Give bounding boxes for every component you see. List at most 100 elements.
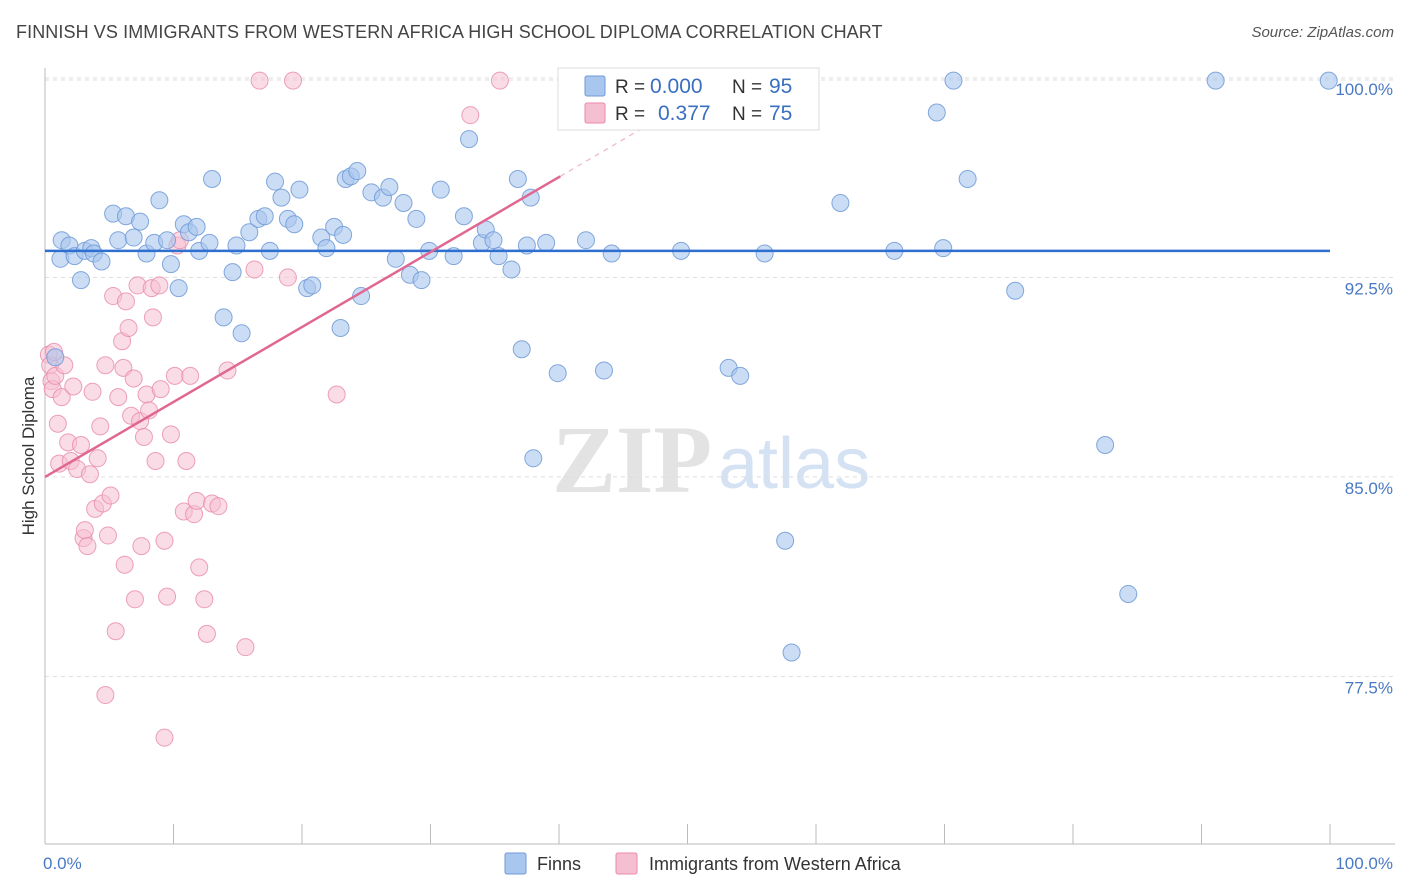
- y-axis-label: High School Diploma: [19, 376, 38, 535]
- data-point-western-africa: [250, 71, 269, 90]
- data-point-finns: [537, 233, 556, 252]
- data-point-western-africa: [75, 521, 94, 540]
- data-point-western-africa: [71, 436, 90, 455]
- data-point-western-africa: [284, 71, 303, 90]
- data-point-finns: [266, 172, 285, 191]
- data-point-western-africa: [80, 465, 99, 484]
- data-point-western-africa: [197, 624, 216, 643]
- watermark-zip: ZIP: [552, 406, 712, 513]
- data-point-finns: [303, 276, 322, 295]
- series-legend: Finns Immigrants from Western Africa: [504, 852, 902, 875]
- data-point-western-africa: [119, 318, 138, 337]
- data-point-finns: [731, 366, 750, 385]
- data-point-western-africa: [245, 260, 264, 279]
- data-point-finns: [782, 643, 801, 662]
- correlation-legend: R = 0.000 N = 95 R = 0.377 N = 75: [557, 67, 820, 131]
- data-point-finns: [1119, 584, 1138, 603]
- data-point-western-africa: [181, 366, 200, 385]
- data-point-finns: [290, 180, 309, 199]
- data-point-finns: [334, 225, 353, 244]
- data-point-finns: [394, 193, 413, 212]
- legend-swatch-western-africa: [584, 102, 606, 124]
- data-point-finns: [460, 130, 479, 149]
- data-point-finns: [161, 255, 180, 274]
- data-point-finns: [1006, 281, 1025, 300]
- series-western-africa-points: [39, 71, 509, 747]
- data-point-western-africa: [132, 537, 151, 556]
- data-point-finns: [576, 231, 595, 250]
- legend-n-label-finns: N =: [732, 77, 762, 98]
- data-point-western-africa: [96, 356, 115, 375]
- x-tick-labels: 0.0% 100.0%: [43, 854, 1393, 873]
- data-point-finns: [331, 318, 350, 337]
- data-point-finns: [232, 324, 251, 343]
- data-point-finns: [454, 207, 473, 226]
- series-finns-points: [46, 71, 1338, 662]
- data-point-finns: [431, 180, 450, 199]
- data-point-western-africa: [177, 451, 196, 470]
- data-point-western-africa: [143, 308, 162, 327]
- data-point-finns: [594, 361, 613, 380]
- data-point-finns: [1206, 71, 1225, 90]
- data-point-finns: [831, 193, 850, 212]
- legend-r-value-western-africa: 0.377: [658, 102, 711, 125]
- data-point-finns: [602, 244, 621, 263]
- data-point-finns: [776, 531, 795, 550]
- data-point-finns: [934, 239, 953, 258]
- x-tick-label: 0.0%: [43, 854, 82, 873]
- chart-title: FINNISH VS IMMIGRANTS FROM WESTERN AFRIC…: [16, 22, 883, 42]
- data-point-finns: [92, 252, 111, 271]
- data-point-finns: [150, 191, 169, 210]
- data-point-finns: [317, 239, 336, 258]
- data-point-finns: [386, 249, 405, 268]
- data-point-finns: [380, 177, 399, 196]
- data-point-finns: [944, 71, 963, 90]
- data-point-western-africa: [158, 587, 177, 606]
- data-point-western-africa: [115, 555, 134, 574]
- data-point-western-africa: [327, 385, 346, 404]
- source-credit: Source: ZipAtlas.com: [1251, 24, 1394, 41]
- data-point-western-africa: [98, 526, 117, 545]
- x-tick-label: 100.0%: [1335, 854, 1393, 873]
- data-point-western-africa: [187, 491, 206, 510]
- data-point-western-africa: [150, 276, 169, 295]
- data-point-finns: [484, 231, 503, 250]
- data-point-western-africa: [83, 382, 102, 401]
- legend-n-label-western-africa: N =: [732, 104, 762, 125]
- data-point-western-africa: [461, 106, 480, 125]
- data-point-western-africa: [195, 590, 214, 609]
- legend-r-label-finns: R =: [615, 77, 645, 98]
- data-point-finns: [348, 162, 367, 181]
- data-point-finns: [1319, 71, 1338, 90]
- legend-r-value-finns: 0.000: [650, 75, 703, 98]
- bottom-legend-swatch-finns: [504, 852, 527, 875]
- data-point-finns: [240, 223, 259, 242]
- data-point-western-africa: [96, 686, 115, 705]
- data-point-western-africa: [64, 377, 83, 396]
- data-point-finns: [200, 233, 219, 252]
- data-point-western-africa: [124, 369, 143, 388]
- y-tick-label: 92.5%: [1345, 279, 1393, 298]
- data-point-western-africa: [165, 366, 184, 385]
- data-point-western-africa: [134, 428, 153, 447]
- data-point-finns: [958, 170, 977, 189]
- data-point-finns: [508, 170, 527, 189]
- data-point-finns: [214, 308, 233, 327]
- y-tick-label: 85.0%: [1345, 479, 1393, 498]
- data-point-finns: [46, 348, 65, 367]
- data-point-western-africa: [48, 414, 67, 433]
- y-tick-labels: 100.0% 92.5% 85.0% 77.5%: [1335, 80, 1393, 697]
- data-point-finns: [124, 228, 143, 247]
- data-point-finns: [285, 215, 304, 234]
- data-point-western-africa: [116, 292, 135, 311]
- axes: [44, 68, 1395, 845]
- data-point-western-africa: [109, 388, 128, 407]
- data-point-finns: [755, 244, 774, 263]
- data-point-finns: [158, 231, 177, 250]
- data-point-finns: [407, 209, 426, 228]
- data-point-finns: [109, 231, 128, 250]
- data-point-western-africa: [106, 622, 125, 641]
- y-tick-label: 100.0%: [1335, 80, 1393, 99]
- legend-swatch-finns: [584, 75, 606, 97]
